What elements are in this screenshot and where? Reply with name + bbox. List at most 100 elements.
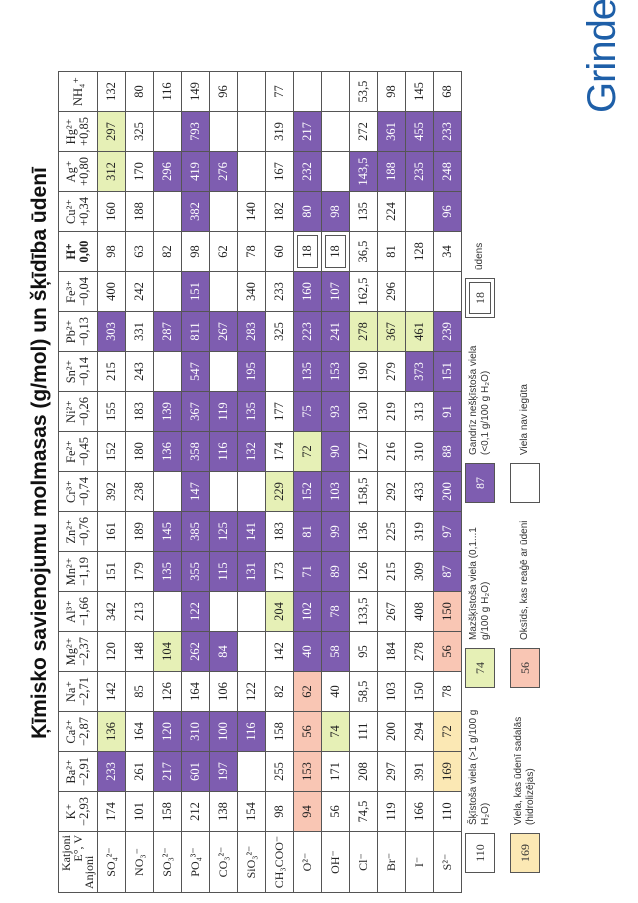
cell-molar-mass: 95 xyxy=(349,631,378,672)
cell-molar-mass: 122 xyxy=(237,671,266,712)
cell-molar-mass: 174 xyxy=(265,431,294,472)
cell-molar-mass: 96 xyxy=(433,191,462,232)
cell-molar-mass xyxy=(153,351,182,392)
cation-potential: −0,13 xyxy=(77,317,91,346)
cell-molar-mass: 116 xyxy=(153,71,182,112)
cell-molar-mass xyxy=(153,271,182,312)
cation-symbol: Ca²⁺ xyxy=(64,719,78,744)
cell-molar-mass: 319 xyxy=(405,511,434,552)
cell-molar-mass: 155 xyxy=(97,391,126,432)
cation-symbol: Fe²⁺ xyxy=(64,440,78,463)
cell-molar-mass: 98 xyxy=(181,231,210,272)
cell-molar-mass: 85 xyxy=(125,671,154,712)
cell-molar-mass: 373 xyxy=(405,351,434,392)
cell-molar-mass: 242 xyxy=(125,271,154,312)
cation-header-12: Pb²⁺ −0,13 xyxy=(58,311,98,352)
cell-molar-mass: 125 xyxy=(209,511,238,552)
cell-molar-mass: 216 xyxy=(377,431,406,472)
cell-molar-mass: 101 xyxy=(125,791,154,832)
cation-potential: −0,76 xyxy=(77,517,91,546)
cell-molar-mass: 197 xyxy=(209,751,238,792)
table-row: S²⁻ 110 169 72 78 56 150 87 97 200 88 91 151 239 34 96 2… xyxy=(433,71,462,893)
cell-molar-mass: 143,5 xyxy=(349,151,378,192)
cell-molar-mass: 248 xyxy=(433,151,462,192)
cell-molar-mass: 148 xyxy=(125,631,154,672)
cation-potential: +0,80 xyxy=(77,157,91,186)
cell-molar-mass: 96 xyxy=(209,71,238,112)
cell-molar-mass: 145 xyxy=(153,511,182,552)
cell-molar-mass: 158 xyxy=(153,791,182,832)
cell-molar-mass: 119 xyxy=(377,791,406,832)
cell-molar-mass xyxy=(433,271,462,312)
cation-header-1: Ba²⁺ −2,91 xyxy=(58,751,98,792)
cell-molar-mass: 78 xyxy=(321,591,350,632)
cation-symbol: NH₄⁺ xyxy=(70,77,85,107)
legend-oxide: 56 Oksīds, kas reaģē ar ūdeni xyxy=(510,510,540,688)
cation-symbol: Ni²⁺ xyxy=(64,400,78,423)
legend-water-text: ūdens xyxy=(474,242,485,270)
cell-molar-mass: 309 xyxy=(405,551,434,592)
cell-molar-mass: 433 xyxy=(405,471,434,512)
cell-molar-mass xyxy=(265,351,294,392)
cell-molar-mass: 91 xyxy=(433,391,462,432)
anion-label: S²⁻ xyxy=(433,831,462,893)
cell-molar-mass: 239 xyxy=(433,311,462,352)
cell-molar-mass: 223 xyxy=(293,311,322,352)
cell-molar-mass: 325 xyxy=(265,311,294,352)
cation-header-10: Ni²⁺ −0,26 xyxy=(58,391,98,432)
cation-header-13: Fe³⁺ −0,04 xyxy=(58,271,98,312)
cell-molar-mass: 292 xyxy=(377,471,406,512)
cation-symbol: Mg²⁺ xyxy=(64,637,78,666)
cell-molar-mass: 241 xyxy=(321,311,350,352)
cell-molar-mass: 319 xyxy=(265,111,294,152)
cell-molar-mass: 53,5 xyxy=(349,71,378,112)
cell-molar-mass: 233 xyxy=(265,271,294,312)
cell-molar-mass: 455 xyxy=(405,111,434,152)
cell-molar-mass: 58 xyxy=(321,631,350,672)
cell-molar-mass: 189 xyxy=(125,511,154,552)
cell-molar-mass: 793 xyxy=(181,111,210,152)
anion-label: I⁻ xyxy=(405,831,434,893)
cell-molar-mass: 261 xyxy=(125,751,154,792)
cell-molar-mass: 120 xyxy=(97,631,126,672)
cell-molar-mass: 183 xyxy=(125,391,154,432)
cell-molar-mass: 296 xyxy=(377,271,406,312)
cell-molar-mass: 811 xyxy=(181,311,210,352)
cation-header-15: Cu²⁺ +0,34 xyxy=(58,191,98,232)
cell-molar-mass: 62 xyxy=(209,231,238,272)
legend-oxide-text: Oksīds, kas reaģē ar ūdeni xyxy=(519,520,530,640)
cell-molar-mass: 170 xyxy=(125,151,154,192)
cell-molar-mass: 179 xyxy=(125,551,154,592)
cell-molar-mass: 382 xyxy=(181,191,210,232)
cell-molar-mass: 135 xyxy=(349,191,378,232)
cell-molar-mass: 89 xyxy=(321,551,350,592)
cation-header-6: Mn²⁺ −1,19 xyxy=(58,551,98,592)
cell-molar-mass: 82 xyxy=(265,671,294,712)
cell-molar-mass: 225 xyxy=(377,511,406,552)
cell-molar-mass: 150 xyxy=(433,591,462,632)
cell-molar-mass: 153 xyxy=(321,351,350,392)
cation-potential: −2,71 xyxy=(77,677,91,706)
cell-molar-mass: 81 xyxy=(377,231,406,272)
cell-molar-mass: 84 xyxy=(209,631,238,672)
cell-molar-mass: 63 xyxy=(125,231,154,272)
cell-molar-mass: 310 xyxy=(181,711,210,752)
cation-symbol: K⁺ xyxy=(64,803,78,820)
cell-molar-mass: 141 xyxy=(237,511,266,552)
cell-molar-mass: 278 xyxy=(405,631,434,672)
legend-hydrolysis-swatch: 169 xyxy=(510,833,540,873)
cell-molar-mass: 297 xyxy=(377,751,406,792)
cell-molar-mass: 238 xyxy=(125,471,154,512)
table-row: NO₃⁻ 101 261 164 85 148 213 179 189 238 180 183 243 3… xyxy=(125,71,154,893)
cell-molar-mass: 78 xyxy=(433,671,462,712)
cell-molar-mass: 408 xyxy=(405,591,434,632)
cation-symbol: Sn²⁺ xyxy=(64,359,78,384)
cation-symbol: Hg²⁺ xyxy=(64,118,78,145)
cell-molar-mass: 111 xyxy=(349,711,378,752)
cell-molar-mass: 215 xyxy=(377,551,406,592)
cell-molar-mass: 116 xyxy=(237,711,266,752)
cell-molar-mass: 74 xyxy=(321,711,350,752)
table-row: CO₃²⁻ 138 197 100 106 84 115 125 116 119 267 62 276 9… xyxy=(209,71,238,893)
anion-label: SO₃²⁻ xyxy=(153,831,182,893)
cation-header-8: Cr³⁺ −0,74 xyxy=(58,471,98,512)
